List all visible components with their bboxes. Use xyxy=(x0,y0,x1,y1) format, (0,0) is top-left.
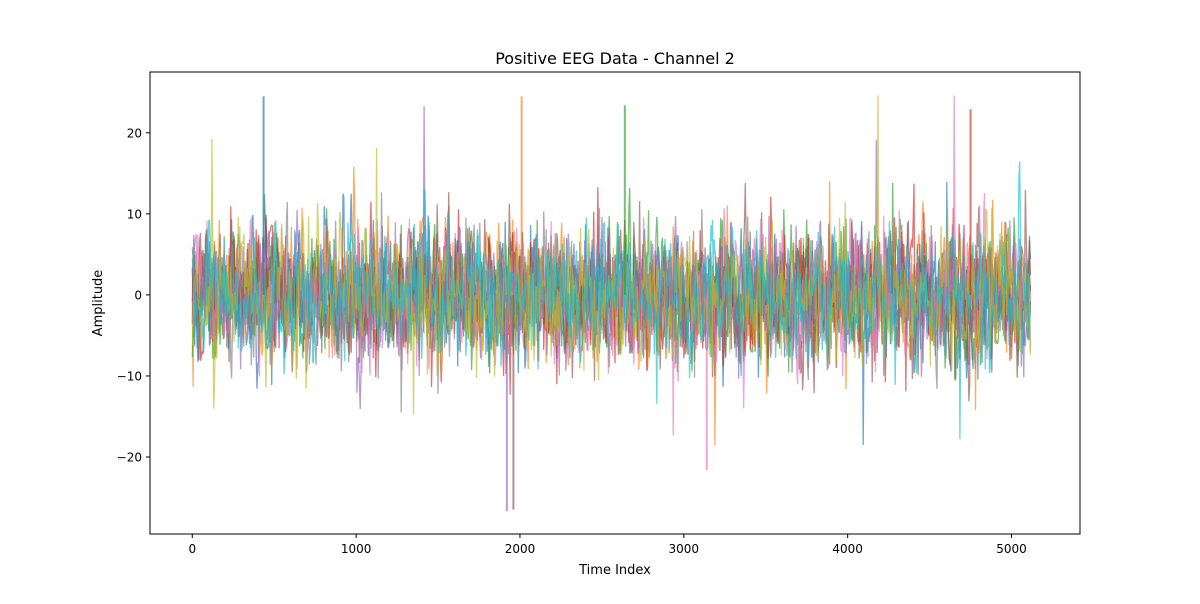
x-tick-label: 3000 xyxy=(669,542,700,556)
y-axis-label: Amplitude xyxy=(91,270,106,337)
x-axis-label: Time Index xyxy=(578,563,651,578)
x-axis: 0 1000 2000 3000 4000 5000 xyxy=(188,534,1027,556)
x-tick-label: 4000 xyxy=(832,542,863,556)
x-tick-label: 2000 xyxy=(505,542,536,556)
y-tick-label: 10 xyxy=(127,207,142,221)
plot-frame xyxy=(149,71,1081,535)
y-axis: −20 −10 0 10 20 xyxy=(117,126,150,465)
y-tick-label: 0 xyxy=(134,288,142,302)
series-layer xyxy=(191,95,1032,512)
y-tick-label: −10 xyxy=(117,369,142,383)
y-tick-label: −20 xyxy=(117,451,142,465)
eeg-trace-line xyxy=(191,161,1032,440)
x-tick-label: 0 xyxy=(188,542,196,556)
x-tick-label: 1000 xyxy=(341,542,372,556)
y-tick-label: 20 xyxy=(127,126,142,140)
x-tick-label: 5000 xyxy=(996,542,1027,556)
chart-title: Positive EEG Data - Channel 2 xyxy=(495,49,735,68)
